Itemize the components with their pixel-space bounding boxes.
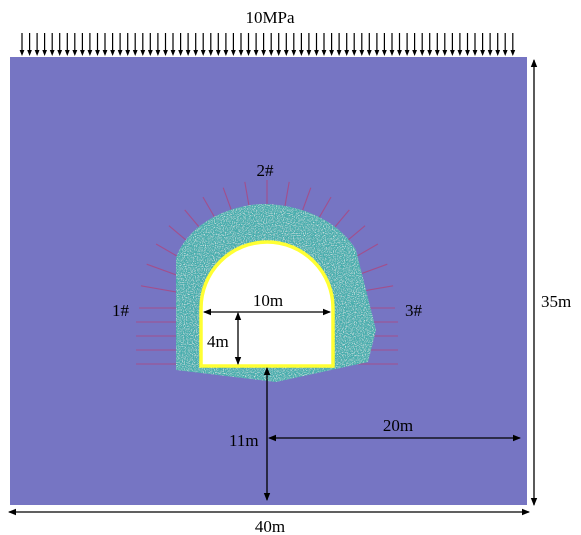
load-arrow-head <box>132 50 138 56</box>
load-arrow-head <box>502 50 508 56</box>
load-arrow-head <box>170 50 176 56</box>
load-arrow-head <box>344 50 350 56</box>
load-arrow-head <box>238 50 244 56</box>
load-arrow-head <box>351 50 357 56</box>
bolt-group-1-label: 1# <box>112 301 130 320</box>
load-arrow-head <box>465 50 470 56</box>
load-arrow-head <box>321 50 327 56</box>
load-arrow-head <box>442 50 448 56</box>
load-arrow-head <box>412 50 417 56</box>
bolt-group-3-label: 3# <box>405 301 423 320</box>
load-arrow-head <box>155 50 161 56</box>
load-arrow-head <box>276 50 282 56</box>
load-arrow-head <box>110 50 115 56</box>
load-arrow-head <box>291 50 297 56</box>
distributed-load-arrows <box>19 33 516 56</box>
height-label: 35m <box>541 292 571 311</box>
load-arrow-head <box>117 50 123 56</box>
load-arrow-head <box>80 50 85 56</box>
load-arrow-head <box>487 50 493 56</box>
load-arrow-head <box>215 50 221 56</box>
load-arrow-head <box>374 50 380 56</box>
load-arrow-head <box>178 50 183 56</box>
load-arrow-head <box>268 50 274 56</box>
load-arrow-head <box>397 50 402 56</box>
load-arrow-head <box>87 50 93 56</box>
load-arrow-head <box>329 50 334 56</box>
load-arrow-head <box>200 50 206 56</box>
load-arrow-head <box>261 50 266 56</box>
width-label: 40m <box>255 517 285 535</box>
load-arrow-head <box>480 50 485 56</box>
load-arrow-head <box>140 50 146 56</box>
load-arrow-head <box>49 50 55 56</box>
load-arrow-head <box>389 50 395 56</box>
load-arrow-head <box>450 50 455 56</box>
load-arrow-head <box>72 50 78 56</box>
load-arrow-head <box>495 50 501 56</box>
load-arrow-head <box>42 50 47 56</box>
load-arrow-head <box>359 50 365 56</box>
load-arrow-head <box>27 50 32 56</box>
load-arrow-head <box>95 50 100 56</box>
load-arrow-head <box>125 50 131 56</box>
offset-label: 20m <box>383 416 413 435</box>
load-arrow-head <box>246 50 251 56</box>
load-arrow-head <box>457 50 463 56</box>
load-arrow-head <box>34 50 40 56</box>
depth-label: 11m <box>229 431 259 450</box>
load-arrow-head <box>299 50 304 56</box>
load-arrow-head <box>366 50 372 56</box>
load-arrow-head <box>193 50 199 56</box>
load-arrow-head <box>306 50 312 56</box>
load-arrow-head <box>57 50 63 56</box>
load-arrow-head <box>283 50 289 56</box>
tunnel-width-label: 10m <box>253 291 283 310</box>
load-arrow-head <box>253 50 259 56</box>
load-arrow-head <box>427 50 433 56</box>
load-arrow-head <box>102 50 108 56</box>
load-arrow-head <box>510 50 516 56</box>
load-arrow-head <box>19 50 25 56</box>
load-label: 10MPa <box>245 8 295 27</box>
load-arrow-head <box>147 50 153 56</box>
load-arrow-head <box>314 50 319 56</box>
load-arrow-head <box>163 50 168 56</box>
dimension-lines <box>8 59 538 516</box>
bolt-group-2-label: 2# <box>257 161 275 180</box>
load-arrow-head <box>223 50 229 56</box>
load-arrow-head <box>336 50 342 56</box>
load-arrow-head <box>472 50 478 56</box>
tunnel-opening <box>199 240 335 368</box>
load-arrow-head <box>382 50 387 56</box>
load-arrow-head <box>419 50 425 56</box>
load-arrow-head <box>434 50 440 56</box>
load-arrow-head <box>404 50 410 56</box>
wall-height-label: 4m <box>207 332 229 351</box>
load-arrow-head <box>231 50 236 56</box>
load-arrow-head <box>64 50 70 56</box>
load-arrow-head <box>208 50 214 56</box>
load-arrow-head <box>185 50 191 56</box>
